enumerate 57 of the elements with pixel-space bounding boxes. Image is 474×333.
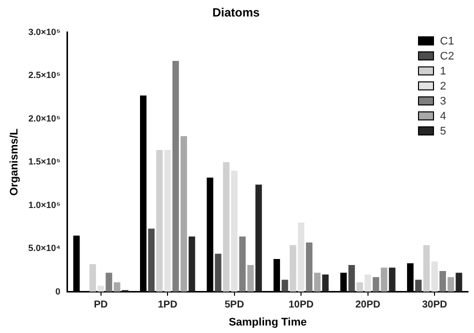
x-tick-label: PD <box>94 300 108 311</box>
chart-title: Diatoms <box>212 6 260 20</box>
y-tick-label: 0 <box>55 286 60 296</box>
bar <box>239 236 246 292</box>
bar <box>114 282 120 292</box>
bar <box>356 282 363 292</box>
y-tick-label: 1.0×10⁵ <box>28 200 60 210</box>
legend-label: C1 <box>440 35 454 48</box>
y-tick-label: 1.5×10⁵ <box>28 156 60 167</box>
bar <box>306 242 312 292</box>
bar <box>222 162 230 292</box>
bar <box>415 280 422 292</box>
x-tick-label: 1PD <box>158 300 178 311</box>
bar <box>180 136 188 292</box>
bar <box>298 222 304 292</box>
x-axis-title: Sampling Time <box>228 316 307 328</box>
bar <box>148 228 155 292</box>
bar <box>164 150 171 292</box>
bar <box>431 262 438 292</box>
bar <box>439 271 446 292</box>
bar <box>172 60 179 292</box>
bar <box>188 236 196 292</box>
bar <box>456 272 462 292</box>
bar <box>314 272 321 292</box>
bar <box>423 245 430 292</box>
y-tick-label: 2.5×10⁵ <box>28 70 60 80</box>
bar <box>388 268 396 292</box>
y-tick-label: 2.0×10⁵ <box>28 113 60 124</box>
bar <box>448 277 454 292</box>
bar <box>214 254 222 292</box>
bar <box>231 170 238 292</box>
legend-label: C2 <box>440 50 454 62</box>
legend-label: 5 <box>440 125 446 138</box>
x-tick-label: 20PD <box>355 300 380 311</box>
bar <box>156 150 163 292</box>
bar <box>282 280 288 292</box>
bar <box>98 286 104 292</box>
x-tick-label: 10PD <box>288 300 314 311</box>
bar <box>247 264 254 292</box>
legend-label: 1 <box>440 65 446 78</box>
bar <box>89 264 96 292</box>
bar <box>290 245 296 292</box>
bar <box>372 277 380 292</box>
bar <box>348 264 355 292</box>
y-tick-label: 5.0×10⁴ <box>28 243 60 254</box>
x-tick-label: 5PD <box>224 300 244 311</box>
x-tick-label: 30PD <box>422 300 448 311</box>
bar <box>322 274 329 292</box>
bar <box>255 184 262 292</box>
legend-label: 2 <box>440 80 446 92</box>
legend-label: 3 <box>440 95 446 108</box>
bar <box>106 272 112 292</box>
y-axis-title: Organisms/L <box>8 128 21 196</box>
bar <box>380 268 388 292</box>
y-tick-label: 3.0×10⁵ <box>28 26 60 37</box>
bar <box>364 274 372 292</box>
legend-label: 4 <box>440 110 446 122</box>
